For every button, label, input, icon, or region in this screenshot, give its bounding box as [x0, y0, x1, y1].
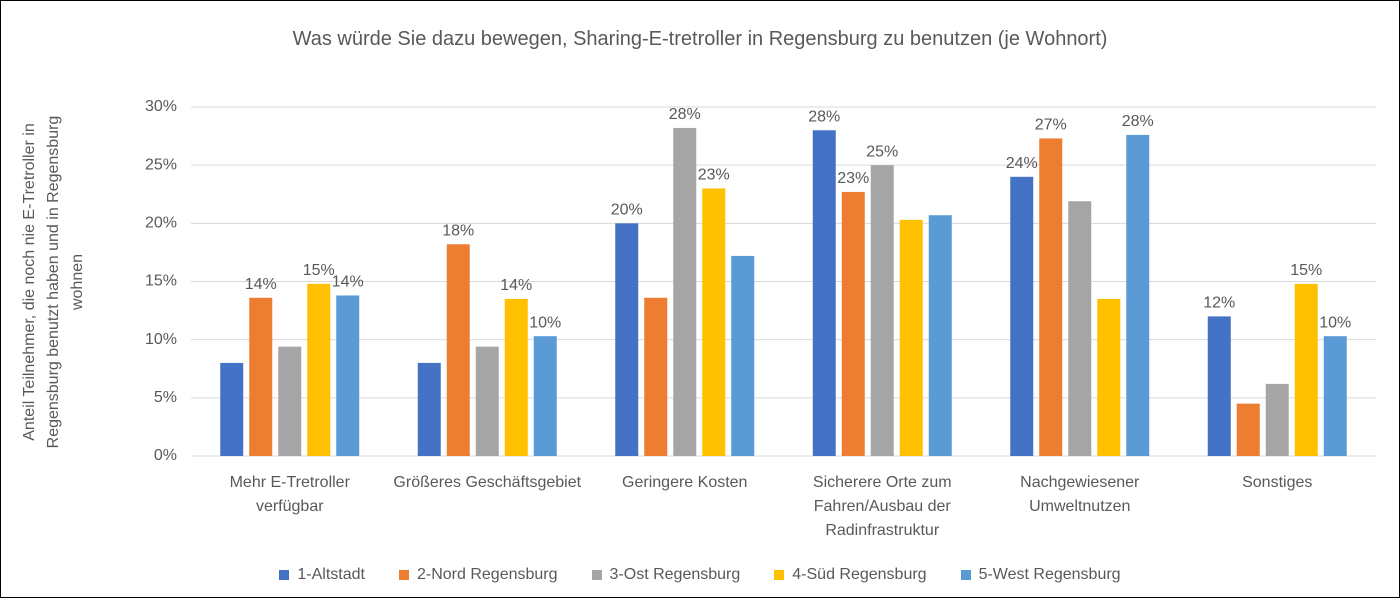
bar: [1323, 336, 1347, 456]
bar: [1068, 201, 1092, 456]
legend-item: 1-Altstadt: [279, 566, 365, 584]
legend-item: 2-Nord Regensburg: [399, 566, 558, 584]
bar: [673, 127, 697, 456]
bar: [812, 130, 836, 456]
legend-swatch: [960, 570, 971, 580]
y-tick-label: 5%: [154, 389, 177, 406]
bar: [533, 336, 557, 456]
data-label: 27%: [1035, 117, 1067, 134]
bar: [504, 298, 528, 456]
data-label: 15%: [303, 262, 335, 279]
x-tick-label: Sicherere Orte zum Fahren/Ausbau der Rad…: [812, 474, 952, 539]
bar: [417, 362, 441, 456]
x-tick-label: Größeres Geschäftsgebiet: [393, 474, 582, 491]
data-label: 28%: [669, 106, 701, 123]
y-tick-label: 25%: [145, 156, 177, 173]
bar: [1294, 283, 1318, 456]
x-tick-label: Nachgewiesener Umweltnutzen: [1020, 474, 1140, 515]
bar: [1236, 403, 1260, 456]
data-label: 14%: [500, 277, 532, 294]
legend-item: 5-West Regensburg: [960, 566, 1121, 584]
bar: [870, 165, 894, 456]
bar: [928, 215, 952, 456]
data-label: 20%: [611, 202, 643, 219]
y-tick-label: 15%: [145, 273, 177, 290]
y-tick-label: 0%: [154, 447, 177, 464]
bar: [1097, 298, 1121, 456]
data-label: 23%: [698, 167, 730, 184]
legend-label: 3-Ost Regensburg: [609, 566, 741, 583]
bar: [731, 255, 755, 456]
y-tick-label: 30%: [145, 98, 177, 115]
bar: [446, 244, 470, 456]
legend-label: 4-Süd Regensburg: [792, 566, 927, 583]
data-label: 12%: [1203, 295, 1235, 312]
bar: [220, 362, 244, 456]
legend-swatch: [399, 570, 409, 580]
bar: [644, 297, 668, 456]
bar: [841, 191, 865, 456]
bar: [702, 188, 726, 456]
legend-swatch: [591, 570, 602, 580]
data-label: 23%: [837, 170, 869, 187]
data-label: 10%: [529, 314, 561, 331]
legend-item: 3-Ost Regensburg: [591, 566, 741, 584]
bar: [1265, 383, 1289, 456]
legend-item: 4-Süd Regensburg: [774, 566, 927, 584]
bar: [1126, 134, 1150, 457]
bar: [1010, 176, 1034, 457]
data-label: 14%: [245, 276, 277, 293]
bar: [475, 346, 499, 456]
bar: [307, 283, 331, 456]
y-tick-label: 10%: [145, 331, 177, 348]
bar: [1039, 138, 1063, 456]
bar: [336, 295, 360, 456]
x-tick-label: Sonstiges: [1242, 474, 1313, 491]
data-label: 24%: [1006, 155, 1038, 172]
bar: [278, 346, 302, 456]
data-label: 25%: [866, 143, 898, 160]
bar: [249, 297, 273, 456]
y-axis-title: Anteil Teilnehmer, die noch nie E-Tretro…: [21, 115, 86, 449]
data-label: 28%: [1122, 113, 1154, 130]
legend: 1-Altstadt 2-Nord Regensburg 3-Ost Regensb…: [1, 566, 1399, 584]
x-tick-label: Geringere Kosten: [622, 474, 748, 491]
data-label: 15%: [1290, 262, 1322, 279]
bar: [899, 219, 923, 456]
data-label: 10%: [1319, 314, 1351, 331]
legend-swatch: [279, 570, 290, 580]
x-tick-label: Mehr E-Tretroller verfügbar: [229, 474, 350, 515]
chart-title: Was würde Sie dazu bewegen, Sharing-E-tr…: [292, 28, 1108, 50]
y-tick-label: 20%: [145, 215, 177, 232]
legend-label: 2-Nord Regensburg: [417, 566, 558, 583]
bar: [615, 223, 639, 456]
legend-label: 1-Altstadt: [297, 566, 365, 583]
legend-swatch: [774, 570, 785, 580]
legend-label: 5-West Regensburg: [978, 566, 1121, 583]
data-label: 18%: [442, 222, 474, 239]
data-label: 28%: [808, 108, 840, 125]
bar: [1207, 316, 1231, 456]
data-label: 14%: [332, 274, 364, 291]
